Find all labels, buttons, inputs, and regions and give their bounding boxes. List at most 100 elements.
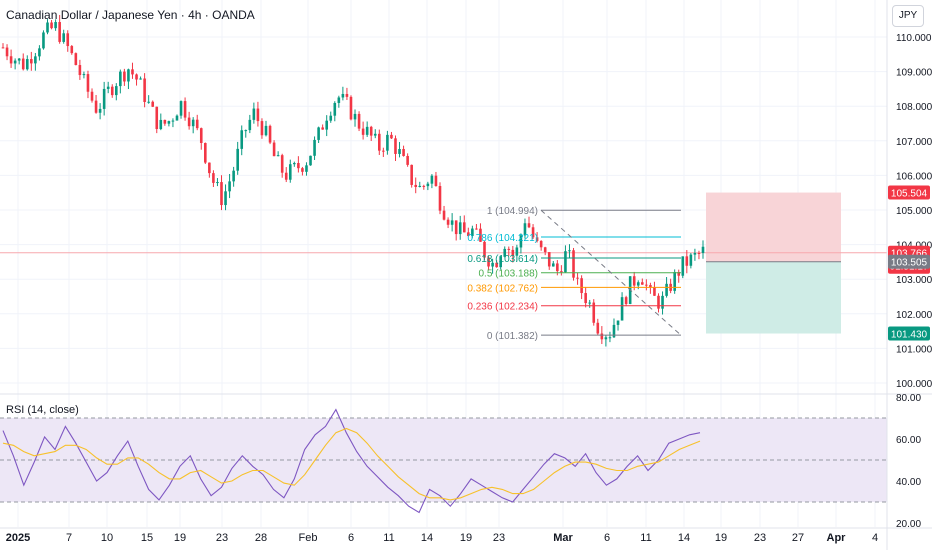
candle-body <box>191 119 195 127</box>
candle-body <box>418 185 422 187</box>
candle-body <box>195 119 199 129</box>
candle-body <box>564 251 567 273</box>
candle-body <box>309 155 312 166</box>
candle-body <box>649 285 652 288</box>
x-tick-label: 19 <box>460 532 472 544</box>
candle-body <box>491 262 494 267</box>
candle-body <box>264 125 268 136</box>
candle-body <box>127 69 130 82</box>
fib-level-label: 1 (104.994) <box>487 206 538 217</box>
candle-body <box>50 22 53 29</box>
candle-body <box>560 271 563 273</box>
y-tick-label: 101.000 <box>896 344 932 355</box>
candle-body <box>527 223 531 228</box>
candle-body <box>248 119 252 131</box>
candle-body <box>479 228 482 242</box>
candle-body <box>34 56 37 64</box>
candle-body <box>519 235 523 248</box>
candle-body <box>693 253 697 255</box>
candle-body <box>608 337 612 339</box>
candle-body <box>422 185 426 187</box>
x-tick-label: 15 <box>141 532 153 544</box>
candle-body <box>467 232 470 236</box>
candle-body <box>551 263 555 267</box>
candle-body <box>131 69 134 75</box>
candle-body <box>701 246 705 254</box>
candle-body <box>208 162 211 174</box>
stop-loss-tag-bg <box>888 185 930 200</box>
candle-body <box>62 33 65 42</box>
candle-body <box>426 183 430 187</box>
candle-body <box>135 74 138 80</box>
candle-body <box>325 120 328 130</box>
candle-body <box>681 256 685 276</box>
x-tick-label: Mar <box>553 532 573 544</box>
x-tick-label: 6 <box>604 532 610 544</box>
fib-level-label: 0.236 (102.234) <box>467 302 538 313</box>
candle-body <box>487 257 490 267</box>
y-tick-label: 102.000 <box>896 310 932 321</box>
rsi-tick-label: 20.00 <box>896 519 921 530</box>
y-tick-label: 110.000 <box>896 33 932 44</box>
candle-body <box>5 47 9 57</box>
candle-body <box>78 65 82 76</box>
candle-body <box>252 108 256 120</box>
x-tick-label: 10 <box>101 532 113 544</box>
candle-body <box>357 113 361 129</box>
candle-body <box>657 295 660 309</box>
x-tick-label: 28 <box>255 532 267 544</box>
y-tick-label: 103.000 <box>896 275 932 286</box>
candle-body <box>38 48 41 57</box>
candle-body <box>402 149 405 156</box>
candle-body <box>511 249 515 256</box>
candle-body <box>280 155 284 173</box>
candle-body <box>410 164 413 185</box>
x-tick-label: Feb <box>299 532 318 544</box>
candle-body <box>636 282 640 286</box>
candle-body <box>475 228 478 230</box>
candle-body <box>268 125 272 143</box>
candle-body <box>46 22 49 33</box>
candle-body <box>576 277 579 279</box>
candle-body <box>82 74 86 76</box>
candle-body <box>378 133 381 151</box>
candle-body <box>539 240 543 248</box>
candle-body <box>353 113 357 120</box>
candle-body <box>167 121 171 124</box>
candle-body <box>499 256 502 268</box>
fibonacci-retracement[interactable]: 0 (101.382) 0.236 (102.234) 0.382 (102.762… <box>467 206 682 342</box>
candle-body <box>665 283 668 296</box>
take-profit-tag-bg <box>888 326 930 341</box>
stop-loss-tag: 105.504 <box>891 189 928 200</box>
candle-body <box>187 117 191 127</box>
fib-level-label: 0.382 (102.762) <box>467 283 538 294</box>
y-tick-label: 107.000 <box>896 137 932 148</box>
fib-level-label: 0.786 (104.221) <box>467 233 538 244</box>
candle-body <box>616 320 620 325</box>
x-tick-label: 7 <box>66 532 72 544</box>
candle-body <box>450 220 454 225</box>
y-tick-label: 106.000 <box>896 171 932 182</box>
x-tick-label: 11 <box>640 532 651 544</box>
candle-body <box>543 247 547 253</box>
candle-body <box>365 126 369 135</box>
candle-body <box>13 60 17 64</box>
candle-body <box>596 322 600 334</box>
candle-body <box>199 128 203 143</box>
candle-body <box>151 101 155 107</box>
currency-button[interactable]: JPY <box>892 5 924 27</box>
candle-body <box>321 127 324 130</box>
x-tick-label: 23 <box>216 532 228 544</box>
fib-level-label: 0.5 (103.188) <box>479 269 539 280</box>
candle-body <box>600 333 604 340</box>
position-zones[interactable] <box>0 192 887 334</box>
candle-body <box>74 53 78 66</box>
candle-body <box>386 134 389 151</box>
x-tick-label: 19 <box>715 532 727 544</box>
candle-body <box>317 127 320 140</box>
candle-body <box>224 191 227 206</box>
x-tick-label: 23 <box>754 532 766 544</box>
candle-body <box>685 256 689 266</box>
